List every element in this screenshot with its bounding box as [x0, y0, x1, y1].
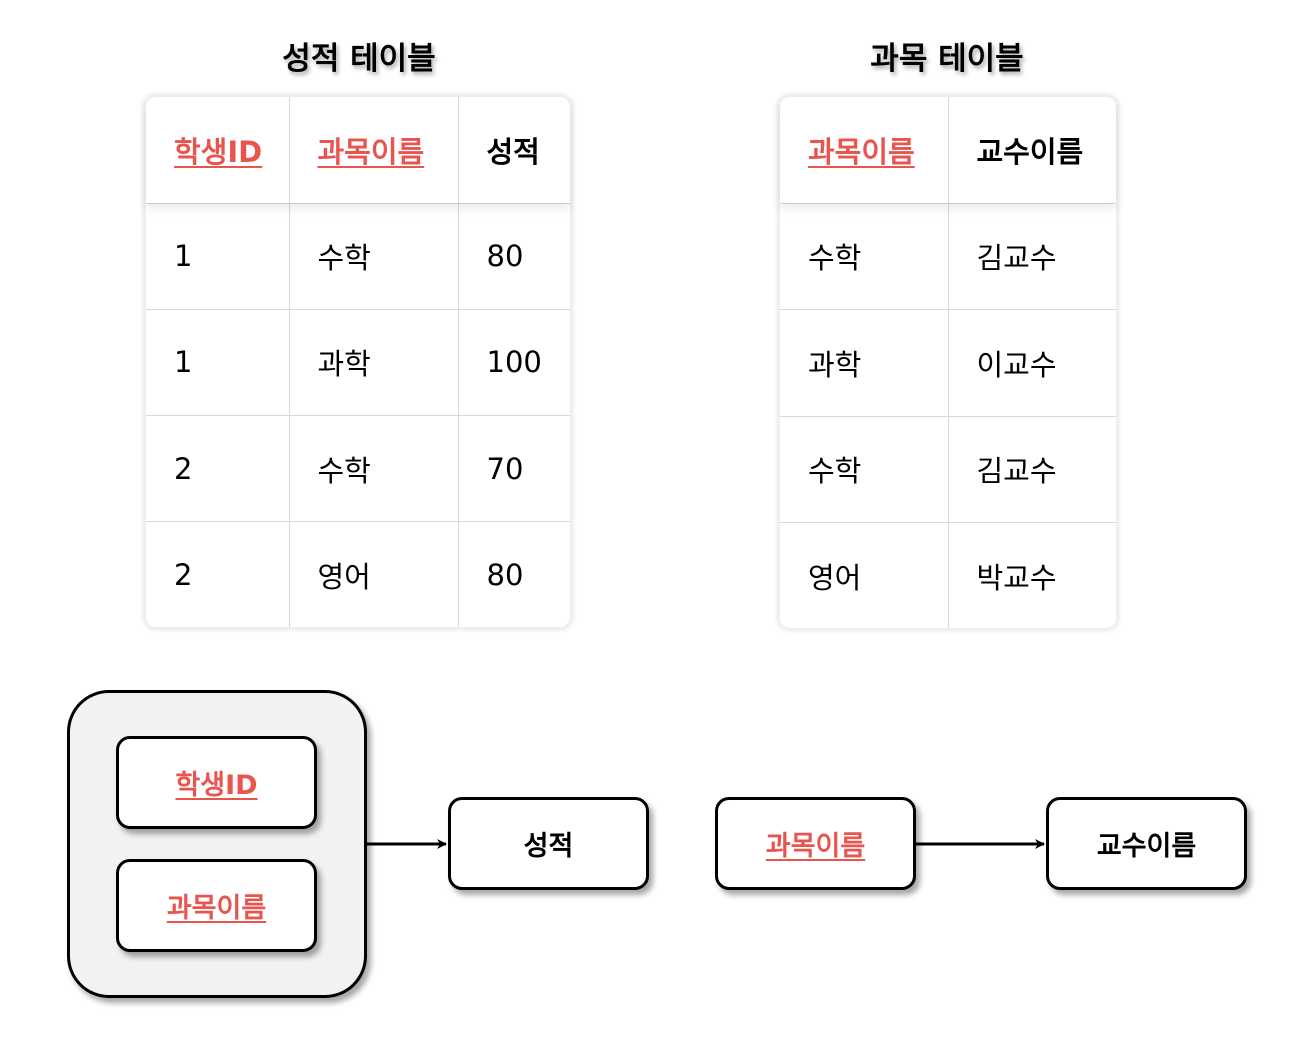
student-id-key-box: 학생ID: [116, 736, 317, 829]
table-cell: 70: [457, 415, 570, 523]
table-cell: 수학: [288, 415, 459, 523]
column-header-professor-name: 교수이름: [947, 97, 1116, 204]
table-cell: 1: [146, 308, 290, 417]
table-row: 2 수학 70: [146, 415, 570, 523]
table-cell: 박교수: [947, 522, 1116, 628]
table-cell: 영어: [780, 522, 949, 628]
table-cell: 과학: [780, 309, 949, 417]
column-header-subject-name: 과목이름: [288, 97, 459, 204]
subject-name-label: 과목이름: [765, 831, 866, 862]
table-cell: 100: [457, 308, 570, 417]
table-row: 수학 김교수: [780, 415, 1116, 524]
column-header-grade: 성적: [457, 97, 570, 204]
column-header-subject-name: 과목이름: [780, 97, 949, 204]
grades-table-title: 성적 테이블: [282, 41, 436, 77]
grade-label: 성적: [523, 831, 574, 862]
grades-table: 학생ID 과목이름 성적 1 수학 80 1 과학 100 2 수학 70: [146, 97, 570, 627]
table-cell: 수학: [288, 202, 459, 310]
table-cell: 김교수: [947, 415, 1116, 524]
table-cell: 80: [457, 202, 570, 310]
subjects-table-title: 과목 테이블: [870, 41, 1024, 77]
subjects-table: 과목이름 교수이름 수학 김교수 과학 이교수 수학 김교수 영어 박교수: [780, 97, 1116, 628]
table-row: 1 수학 80: [146, 202, 570, 310]
table-header-row: 과목이름 교수이름: [780, 97, 1116, 204]
table-cell: 과학: [288, 308, 459, 417]
table-header-row: 학생ID 과목이름 성적: [146, 97, 570, 204]
table-row: 과학 이교수: [780, 309, 1116, 417]
professor-name-box: 교수이름: [1046, 797, 1247, 890]
table-cell: 이교수: [947, 309, 1116, 417]
table-cell: 2: [146, 415, 290, 523]
table-row: 1 과학 100: [146, 308, 570, 417]
table-row: 2 영어 80: [146, 521, 570, 627]
table-cell: 김교수: [947, 202, 1116, 311]
table-cell: 수학: [780, 415, 949, 524]
professor-name-label: 교수이름: [1096, 831, 1197, 862]
table-cell: 수학: [780, 202, 949, 311]
grade-box: 성적: [448, 797, 649, 890]
subject-name-key-label: 과목이름: [166, 893, 267, 924]
subject-name-key-box: 과목이름: [116, 859, 317, 952]
table-cell: 영어: [288, 521, 459, 627]
table-cell: 2: [146, 521, 290, 627]
table-cell: 80: [457, 521, 570, 627]
table-row: 영어 박교수: [780, 522, 1116, 628]
student-id-key-label: 학생ID: [175, 770, 258, 801]
table-row: 수학 김교수: [780, 202, 1116, 311]
subject-name-box: 과목이름: [715, 797, 916, 890]
column-header-student-id: 학생ID: [146, 97, 290, 204]
